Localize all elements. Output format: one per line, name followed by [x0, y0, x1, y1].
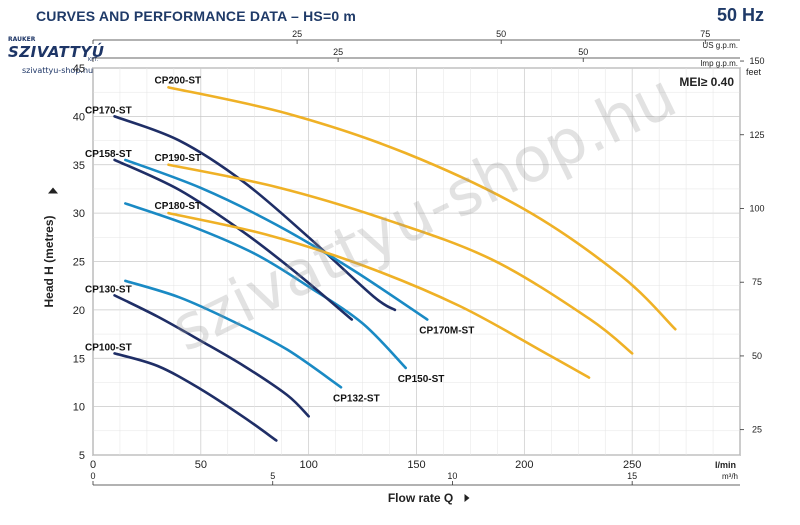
series-line-cp130-st: [113, 294, 310, 418]
y-tick-label: 45: [73, 63, 85, 75]
x-tick-label: 100: [299, 459, 317, 471]
imp-gpm-tick-label: 25: [333, 47, 343, 57]
series-label-cp100-st: CP100-ST: [85, 342, 132, 353]
y-axis-arrow-icon: [48, 187, 58, 194]
imp-gpm-tick-label: 50: [578, 47, 588, 57]
series-line-cp150-st: [124, 202, 408, 370]
m3h-tick-label: 0: [90, 471, 95, 481]
us-gpm-unit-label: US g.p.m.: [702, 41, 738, 50]
x-tick-label: 0: [90, 459, 96, 471]
y-tick-label: 5: [79, 450, 85, 462]
series-label-cp150-st: CP150-ST: [398, 374, 445, 385]
us-gpm-tick-label: 75: [700, 29, 710, 39]
m3h-tick-label: 10: [447, 471, 457, 481]
series-line-cp170m-st: [124, 158, 429, 321]
y-tick-label: 10: [73, 402, 85, 414]
x-unit-label: l/min: [715, 460, 736, 470]
series-label-cp132-st: CP132-ST: [333, 393, 380, 404]
chart-title: CURVES AND PERFORMANCE DATA – HS=0 m: [36, 8, 357, 24]
x-axis-arrow-icon: [464, 494, 470, 502]
x-tick-label: 200: [515, 459, 533, 471]
m3h-tick-label: 5: [270, 471, 275, 481]
us-gpm-tick-label: 25: [292, 29, 302, 39]
series-label-cp200-st: CP200-ST: [154, 75, 201, 86]
us-gpm-tick-label: 50: [496, 29, 506, 39]
frequency-label: 50 Hz: [716, 5, 764, 25]
series-line-cp200-st: [167, 86, 677, 331]
feet-tick-label: 25: [752, 425, 762, 435]
series-label-cp130-st: CP130-ST: [85, 284, 132, 295]
site-name: szivattyu-shop.hu: [22, 66, 94, 75]
logo-brand-text: SZIVATTYÚ: [8, 43, 105, 61]
x-axis-title: Flow rate Q: [388, 491, 453, 505]
feet-tick-label: 125: [749, 130, 764, 140]
feet-tick-label: 50: [752, 351, 762, 361]
x-tick-label: 50: [195, 459, 207, 471]
m3h-unit-label: m³/h: [722, 472, 738, 481]
x-tick-label: 150: [407, 459, 425, 471]
series-label-cp180-st: CP180-ST: [154, 201, 201, 212]
series-label-cp170-st: CP170-ST: [85, 105, 132, 116]
feet-unit-label: feet: [746, 67, 762, 77]
series-line-cp158-st: [113, 158, 354, 321]
y-tick-label: 25: [73, 257, 85, 269]
y-tick-label: 40: [73, 111, 85, 123]
series-line-cp100-st: [113, 352, 278, 442]
mei-label: MEI≥ 0.40: [679, 75, 734, 89]
y-axis-title: Head H (metres): [42, 215, 56, 307]
logo-top-text: RAUKER: [8, 36, 36, 43]
series-line-cp132-st: [124, 279, 343, 389]
series-label-cp190-st: CP190-ST: [154, 153, 201, 164]
y-tick-label: 30: [73, 208, 85, 220]
series-line-cp190-st: [167, 163, 634, 355]
imp-gpm-unit-label: Imp g.p.m.: [700, 59, 738, 68]
feet-tick-label: 100: [749, 203, 764, 213]
y-tick-label: 20: [73, 305, 85, 317]
series-line-cp170-st: [113, 115, 397, 312]
series-line-cp180-st: [167, 211, 591, 379]
feet-tick-label: 150: [749, 56, 764, 66]
series-label-cp158-st: CP158-ST: [85, 149, 132, 160]
feet-tick-label: 75: [752, 277, 762, 287]
y-tick-label: 15: [73, 353, 85, 365]
series-label-cp170m-st: CP170M-ST: [419, 326, 474, 337]
x-tick-label: 250: [623, 459, 641, 471]
y-tick-label: 35: [73, 160, 85, 172]
m3h-tick-label: 15: [627, 471, 637, 481]
